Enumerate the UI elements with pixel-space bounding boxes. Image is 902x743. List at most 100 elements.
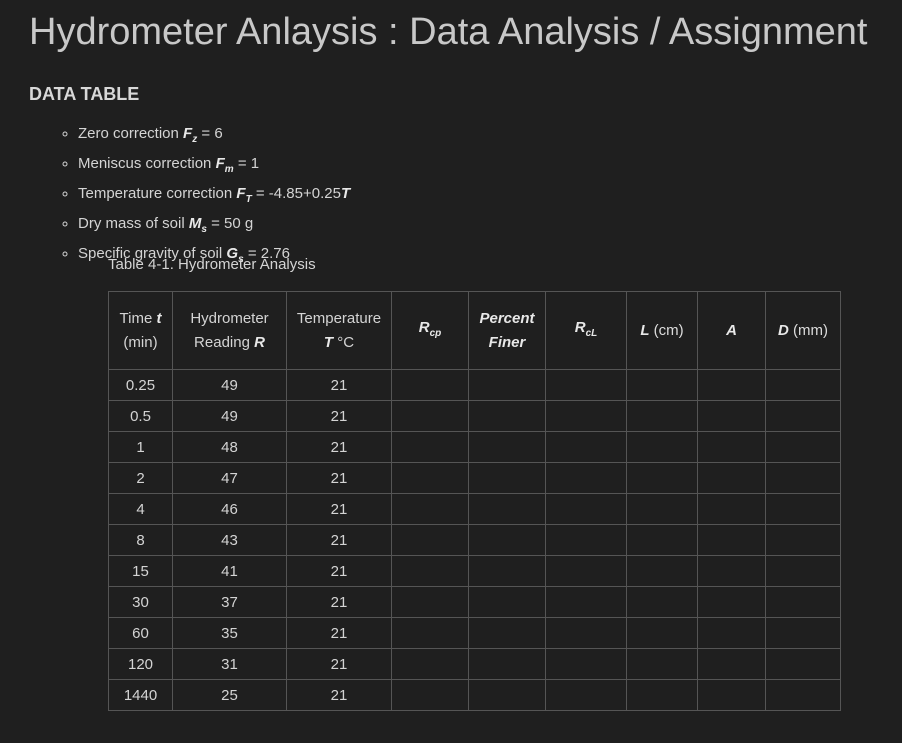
item-label: Specific gravity of soil bbox=[78, 245, 223, 262]
empty-cell bbox=[765, 555, 841, 587]
header-cell: Hydrometer Reading R bbox=[172, 291, 287, 370]
item-label: Zero correction bbox=[78, 125, 179, 142]
item-subscript: z bbox=[192, 134, 197, 145]
empty-cell bbox=[545, 617, 627, 649]
header-var: R bbox=[575, 319, 586, 336]
table-body: 0.25 49 21 0.5 49 21 1 48 21 2 47 21 4 46 21 8 43 21 15 41 2… bbox=[108, 369, 841, 711]
table-cell: 1 bbox=[108, 431, 173, 463]
header-var: L bbox=[640, 322, 649, 339]
table-row: 4 46 21 bbox=[108, 493, 841, 525]
empty-cell bbox=[391, 431, 469, 463]
item-subscript-italic: s bbox=[201, 224, 207, 235]
table-row: 0.5 49 21 bbox=[108, 400, 841, 432]
empty-cell bbox=[545, 493, 627, 525]
table-row: 15 41 21 bbox=[108, 555, 841, 587]
header-cell: L (cm) bbox=[626, 291, 698, 370]
empty-cell bbox=[391, 524, 469, 556]
table-cell: 25 bbox=[172, 679, 287, 711]
header-var: T bbox=[324, 334, 333, 351]
header-line2: (min) bbox=[123, 333, 158, 351]
table-cell: 120 bbox=[108, 648, 173, 680]
table-row: 1440 25 21 bbox=[108, 679, 841, 711]
empty-cell bbox=[468, 462, 546, 494]
empty-cell bbox=[626, 431, 698, 463]
header-line1: Percent bbox=[479, 309, 535, 327]
empty-cell bbox=[765, 617, 841, 649]
empty-cell bbox=[468, 493, 546, 525]
table-cell: 2 bbox=[108, 462, 173, 494]
header-line1: Hydrometer bbox=[190, 309, 269, 327]
header-subscript: cp bbox=[430, 328, 442, 339]
table-cell: 48 bbox=[172, 431, 287, 463]
header-cell: Temperature T °C bbox=[286, 291, 392, 370]
list-item: Temperature correction FT = -4.85+0.25T bbox=[78, 182, 350, 212]
table-caption: Table 4-1. Hydrometer Analysis bbox=[108, 256, 316, 273]
empty-cell bbox=[545, 462, 627, 494]
data-table: Time t (min) Hydrometer Reading R Temperatur… bbox=[108, 291, 841, 711]
empty-cell bbox=[697, 431, 766, 463]
item-subscript-italic: m bbox=[224, 164, 234, 175]
page-title: Hydrometer Anlaysis : Data Analysis / As… bbox=[29, 11, 868, 53]
header-line1: Temperature bbox=[296, 309, 382, 327]
header-var-italic: T bbox=[323, 333, 334, 351]
empty-cell bbox=[545, 524, 627, 556]
table-cell: 60 bbox=[108, 617, 173, 649]
empty-cell bbox=[468, 555, 546, 587]
table-row: 120 31 21 bbox=[108, 648, 841, 680]
table-cell: 49 bbox=[172, 369, 287, 401]
empty-cell bbox=[765, 648, 841, 680]
item-subscript: T bbox=[246, 194, 252, 205]
empty-cell bbox=[468, 679, 546, 711]
item-symbol: Fm bbox=[216, 155, 234, 175]
table-cell: 21 bbox=[286, 400, 392, 432]
header-var: A bbox=[726, 322, 737, 339]
item-value: = 6 bbox=[201, 125, 223, 142]
table-cell: 1440 bbox=[108, 679, 173, 711]
table-cell: 35 bbox=[172, 617, 287, 649]
empty-cell bbox=[545, 648, 627, 680]
table-cell: 21 bbox=[286, 586, 392, 618]
header-sub-italic: cL bbox=[585, 327, 598, 339]
header-var: t bbox=[156, 310, 161, 327]
empty-cell bbox=[626, 648, 698, 680]
header-sub-bold: cL bbox=[586, 328, 598, 339]
empty-cell bbox=[391, 400, 469, 432]
list-item: Specific gravity of soil Gs = 2.76 bbox=[78, 242, 350, 272]
item-subscript: s bbox=[238, 254, 244, 265]
header-var-italic: A bbox=[726, 321, 737, 339]
header-cell: Rcp bbox=[391, 291, 469, 370]
header-subscript: cL bbox=[586, 328, 598, 339]
empty-cell bbox=[697, 679, 766, 711]
table-cell: 21 bbox=[286, 679, 392, 711]
item-value: = 2.76 bbox=[247, 245, 290, 262]
header-var: R bbox=[419, 319, 430, 336]
header-cell: Percent Finer bbox=[468, 291, 546, 370]
header-unit: (mm) bbox=[793, 321, 828, 339]
empty-cell bbox=[765, 493, 841, 525]
empty-cell bbox=[468, 648, 546, 680]
header-var-italic: D bbox=[778, 321, 789, 339]
header-sub-bold: cp bbox=[430, 328, 442, 339]
empty-cell bbox=[765, 462, 841, 494]
empty-cell bbox=[545, 679, 627, 711]
empty-cell bbox=[765, 679, 841, 711]
header-var-italic: L bbox=[640, 321, 650, 339]
empty-cell bbox=[626, 462, 698, 494]
table-cell: 37 bbox=[172, 586, 287, 618]
empty-cell bbox=[626, 524, 698, 556]
table-row: 30 37 21 bbox=[108, 586, 841, 618]
empty-cell bbox=[468, 524, 546, 556]
header-cell: RcL bbox=[545, 291, 627, 370]
header-line2: Finer bbox=[488, 333, 526, 351]
table-cell: 21 bbox=[286, 431, 392, 463]
header-var-italic: t bbox=[156, 309, 162, 327]
item-suffix-italic: T bbox=[340, 185, 351, 202]
empty-cell bbox=[765, 369, 841, 401]
item-symbol: Ms bbox=[189, 215, 207, 235]
item-suffix: T bbox=[341, 185, 350, 202]
empty-cell bbox=[626, 369, 698, 401]
empty-cell bbox=[468, 586, 546, 618]
header-var: D bbox=[778, 322, 789, 339]
